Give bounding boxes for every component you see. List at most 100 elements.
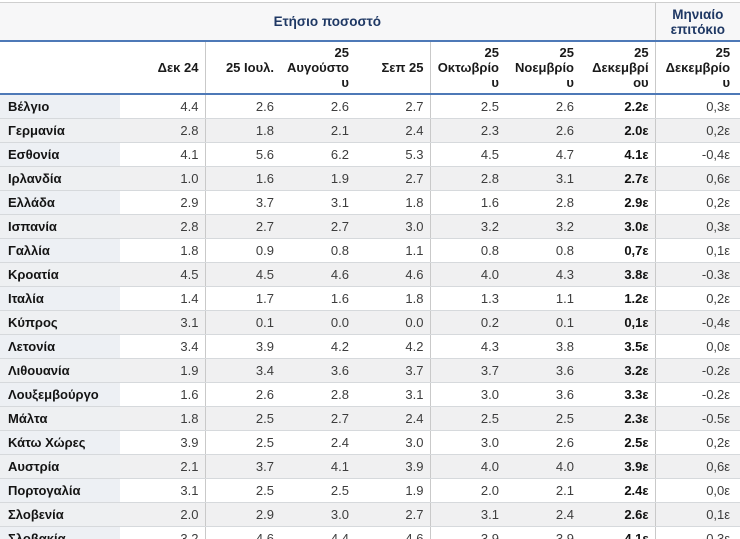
annual-rate-cell: 4.6	[280, 262, 355, 287]
annual-rate-cell: 3.4	[204, 358, 280, 383]
annual-rate-cell: 0,7ε	[580, 238, 656, 263]
annual-rate-cell: 4.3	[505, 262, 580, 287]
country-cell: Αυστρία	[0, 454, 120, 479]
country-cell: Ιταλία	[0, 286, 120, 311]
annual-rate-cell: 4.3	[429, 334, 505, 359]
table-row: Γαλλία 1.8 0.9 0.8 1.1 0.8 0.8 0,7ε 0,1ε	[0, 238, 740, 263]
annual-rate-cell: 1.9	[120, 358, 205, 383]
table-row: Κάτω Χώρες 3.9 2.5 2.4 3.0 3.0 2.6 2.5ε 0,2ε	[0, 430, 740, 455]
monthly-rate-cell: 0,0ε	[654, 478, 740, 503]
annual-rate-cell: 2.7	[280, 406, 355, 431]
annual-rate-cell: 3.7	[204, 190, 280, 215]
annual-rate-cell: 1.8	[355, 286, 430, 311]
annual-rate-cell: 2.2ε	[580, 94, 656, 119]
annual-rate-cell: 0.2	[429, 310, 505, 335]
monthly-rate-cell: 0,0ε	[654, 334, 740, 359]
table-row: Ιταλία 1.4 1.7 1.6 1.8 1.3 1.1 1.2ε 0,2ε	[0, 286, 740, 311]
monthly-rate-cell: 0,2ε	[654, 118, 740, 143]
annual-rate-cell: 4.1	[120, 142, 205, 167]
annual-rate-cell: 4.0	[505, 454, 580, 479]
column-header-row: Δεκ 24 25 Ιουλ. 25 Αυγούστου Σεπ 25 25 Ο…	[0, 41, 740, 95]
annual-rate-cell: 2.4	[355, 406, 430, 431]
annual-rate-cell: 3.0	[355, 214, 430, 239]
annual-rate-cell: 3.9	[120, 430, 205, 455]
annual-rate-cell: 3.8	[505, 334, 580, 359]
table-row: Ισπανία 2.8 2.7 2.7 3.0 3.2 3.2 3.0ε 0,3ε	[0, 214, 740, 239]
annual-rate-cell: 5.3	[355, 142, 430, 167]
annual-rate-cell: 5.6	[204, 142, 280, 167]
annual-rate-cell: 1.9	[355, 478, 430, 503]
annual-rate-group-header: Ετήσιο ποσοστό	[0, 2, 656, 42]
annual-rate-cell: 3.9	[204, 334, 280, 359]
annual-rate-cell: 2.1	[280, 118, 355, 143]
country-cell: Κύπρος	[0, 310, 120, 335]
annual-rate-cell: 2.0	[120, 502, 205, 527]
annual-rate-cell: 1.8	[355, 190, 430, 215]
annual-rate-cell: 3.2	[120, 526, 205, 539]
annual-rate-cell: 4.1ε	[580, 142, 656, 167]
country-cell: Ισπανία	[0, 214, 120, 239]
annual-rate-cell: 4.0	[429, 262, 505, 287]
table-row: Σλοβενία 2.0 2.9 3.0 2.7 3.1 2.4 2.6ε 0,1ε	[0, 502, 740, 527]
annual-rate-cell: 4.1ε	[580, 526, 656, 539]
monthly-rate-cell: 0,6ε	[654, 454, 740, 479]
annual-rate-cell: 3.1	[280, 190, 355, 215]
country-cell: Λετονία	[0, 334, 120, 359]
monthly-rate-cell: 0,1ε	[654, 502, 740, 527]
annual-rate-cell: 0,1ε	[580, 310, 656, 335]
monthly-rate-cell: -0.2ε	[654, 382, 740, 407]
annual-rate-cell: 3.7	[355, 358, 430, 383]
country-cell: Ελλάδα	[0, 190, 120, 215]
annual-rate-cell: 3.2ε	[580, 358, 656, 383]
table-row: Πορτογαλία 3.1 2.5 2.5 1.9 2.0 2.1 2.4ε 0,0ε	[0, 478, 740, 503]
country-cell: Λιθουανία	[0, 358, 120, 383]
monthly-rate-cell: -0.3ε	[654, 526, 740, 539]
column-header-blank	[0, 41, 120, 95]
column-header-sep25: Σεπ 25	[355, 41, 430, 95]
annual-rate-cell: 4.4	[120, 94, 205, 119]
table-row: Λετονία 3.4 3.9 4.2 4.2 4.3 3.8 3.5ε 0,0ε	[0, 334, 740, 359]
annual-rate-cell: 1.8	[204, 118, 280, 143]
annual-rate-cell: 2.0ε	[580, 118, 656, 143]
annual-rate-cell: 2.6	[505, 118, 580, 143]
annual-rate-cell: 1.7	[204, 286, 280, 311]
monthly-rate-cell: 0,2ε	[654, 190, 740, 215]
annual-rate-cell: 2.5ε	[580, 430, 656, 455]
column-header-oct25: 25 Οκτωβρίου	[429, 41, 505, 95]
annual-rate-cell: 4.1	[280, 454, 355, 479]
annual-rate-cell: 3.6	[280, 358, 355, 383]
annual-rate-cell: 4.6	[355, 262, 430, 287]
annual-rate-cell: 1.6	[120, 382, 205, 407]
annual-rate-cell: 0.1	[204, 310, 280, 335]
annual-rate-cell: 0.0	[355, 310, 430, 335]
annual-rate-cell: 0.1	[505, 310, 580, 335]
monthly-rate-cell: -0.3ε	[654, 262, 740, 287]
annual-rate-cell: 3.0	[280, 502, 355, 527]
monthly-rate-cell: 0,2ε	[654, 286, 740, 311]
annual-rate-cell: 3.1	[429, 502, 505, 527]
table-row: Αυστρία 2.1 3.7 4.1 3.9 4.0 4.0 3.9ε 0,6ε	[0, 454, 740, 479]
country-cell: Σλοβακία	[0, 526, 120, 539]
annual-rate-cell: 2.4ε	[580, 478, 656, 503]
annual-rate-cell: 3.0	[429, 430, 505, 455]
table-row: Γερμανία 2.8 1.8 2.1 2.4 2.3 2.6 2.0ε 0,2ε	[0, 118, 740, 143]
table-row: Βέλγιο 4.4 2.6 2.6 2.7 2.5 2.6 2.2ε 0,3ε	[0, 94, 740, 119]
annual-rate-cell: 3.1	[505, 166, 580, 191]
annual-rate-cell: 2.5	[505, 406, 580, 431]
country-cell: Βέλγιο	[0, 94, 120, 119]
annual-rate-cell: 2.7ε	[580, 166, 656, 191]
annual-rate-cell: 3.1	[120, 310, 205, 335]
monthly-rate-cell: -0,4ε	[654, 310, 740, 335]
annual-rate-cell: 3.0	[355, 430, 430, 455]
country-cell: Λουξεμβούργο	[0, 382, 120, 407]
annual-rate-cell: 4.5	[204, 262, 280, 287]
table-row: Μάλτα 1.8 2.5 2.7 2.4 2.5 2.5 2.3ε -0.5ε	[0, 406, 740, 431]
annual-rate-cell: 0.8	[429, 238, 505, 263]
annual-rate-cell: 2.9ε	[580, 190, 656, 215]
annual-rate-cell: 3.4	[120, 334, 205, 359]
table-row: Λιθουανία 1.9 3.4 3.6 3.7 3.7 3.6 3.2ε -0.2ε	[0, 358, 740, 383]
annual-rate-cell: 3.0	[429, 382, 505, 407]
country-cell: Σλοβενία	[0, 502, 120, 527]
column-header-nov25: 25 Νοεμβρίου	[505, 41, 580, 95]
